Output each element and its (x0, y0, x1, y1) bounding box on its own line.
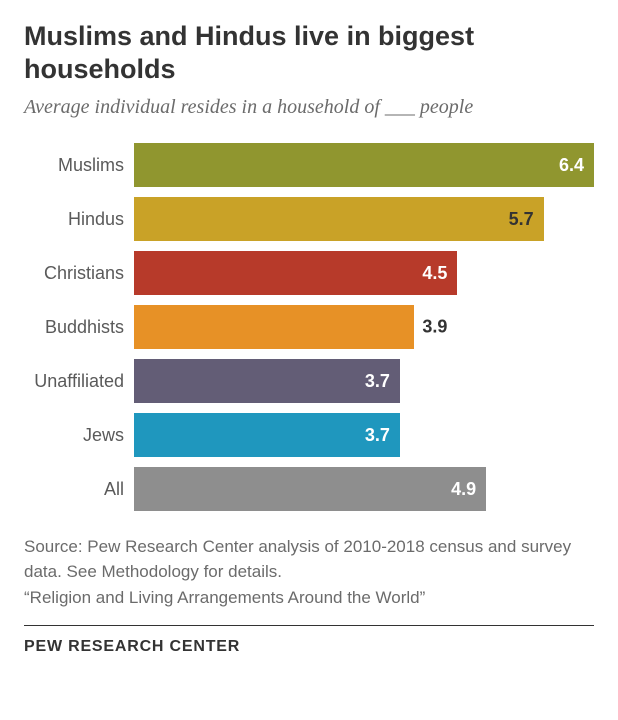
category-label: Muslims (24, 155, 134, 176)
attribution-text: PEW RESEARCH CENTER (24, 638, 594, 656)
bar-row: Hindus 5.7 (24, 197, 594, 241)
chart-subtitle: Average individual resides in a househol… (24, 96, 594, 119)
bar-row: Buddhists 3.9 (24, 305, 594, 349)
bar (134, 305, 414, 349)
footer-divider (24, 625, 594, 626)
bar-value: 3.9 (422, 317, 447, 338)
source-text-line2: “Religion and Living Arrangements Around… (24, 586, 594, 611)
chart-title: Muslims and Hindus live in biggest house… (24, 20, 594, 86)
bar-value: 3.7 (365, 425, 390, 446)
bar-track: 3.9 (134, 305, 594, 349)
bar-track: 5.7 (134, 197, 594, 241)
category-label: Hindus (24, 209, 134, 230)
bar-row: All 4.9 (24, 467, 594, 511)
bar-row: Unaffiliated 3.7 (24, 359, 594, 403)
bar-track: 4.5 (134, 251, 594, 295)
category-label: Christians (24, 263, 134, 284)
category-label: Buddhists (24, 317, 134, 338)
category-label: All (24, 479, 134, 500)
bar-track: 3.7 (134, 413, 594, 457)
bar-value: 6.4 (559, 155, 584, 176)
bar: 4.5 (134, 251, 457, 295)
bar-track: 4.9 (134, 467, 594, 511)
bar-row: Muslims 6.4 (24, 143, 594, 187)
bar-value: 3.7 (365, 371, 390, 392)
source-text-line1: Source: Pew Research Center analysis of … (24, 535, 594, 584)
household-bar-chart: Muslims 6.4 Hindus 5.7 Christians 4.5 Buddhist… (24, 143, 594, 511)
bar-row: Jews 3.7 (24, 413, 594, 457)
bar-track: 3.7 (134, 359, 594, 403)
bar-track: 6.4 (134, 143, 594, 187)
bar-value: 4.9 (451, 479, 476, 500)
bar: 3.7 (134, 359, 400, 403)
bar: 4.9 (134, 467, 486, 511)
bar: 6.4 (134, 143, 594, 187)
category-label: Unaffiliated (24, 371, 134, 392)
category-label: Jews (24, 425, 134, 446)
bar-value: 5.7 (509, 209, 534, 230)
bar: 5.7 (134, 197, 544, 241)
bar: 3.7 (134, 413, 400, 457)
bar-value: 4.5 (422, 263, 447, 284)
bar-row: Christians 4.5 (24, 251, 594, 295)
